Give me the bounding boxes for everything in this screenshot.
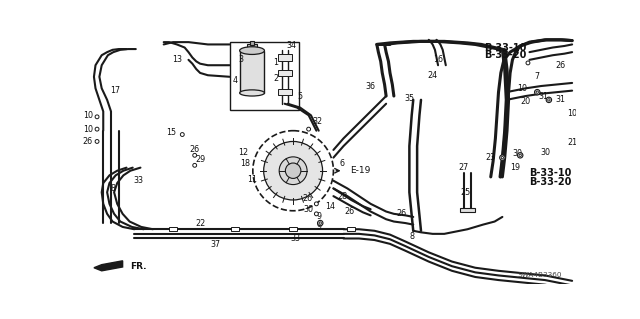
- Circle shape: [180, 133, 184, 137]
- Bar: [348, 227, 355, 231]
- Text: B-33-10: B-33-10: [529, 168, 572, 178]
- Circle shape: [548, 99, 550, 101]
- Circle shape: [279, 157, 307, 185]
- Text: 23: 23: [486, 153, 496, 162]
- Text: SWA4B3360: SWA4B3360: [518, 272, 563, 278]
- Text: 36: 36: [365, 82, 376, 91]
- Ellipse shape: [239, 90, 264, 96]
- Text: 37: 37: [211, 240, 221, 249]
- Bar: [278, 70, 292, 76]
- Bar: [289, 227, 297, 231]
- Circle shape: [526, 61, 530, 65]
- Text: 15: 15: [166, 128, 177, 137]
- Text: 9: 9: [316, 212, 321, 221]
- Circle shape: [95, 115, 99, 119]
- Circle shape: [193, 153, 196, 157]
- Text: 34: 34: [287, 41, 296, 50]
- Text: 6: 6: [339, 159, 344, 168]
- Text: 22: 22: [195, 219, 205, 227]
- Text: 2: 2: [273, 74, 278, 83]
- Text: 10: 10: [83, 125, 93, 134]
- Text: 4: 4: [232, 76, 237, 85]
- Text: FR.: FR.: [131, 263, 147, 271]
- Text: 32: 32: [312, 117, 323, 126]
- Text: 18: 18: [240, 159, 250, 167]
- Text: 33: 33: [291, 234, 300, 243]
- Text: E-19: E-19: [349, 166, 370, 175]
- Text: 11: 11: [247, 175, 257, 184]
- Text: 9: 9: [316, 222, 321, 231]
- Text: 27: 27: [458, 163, 468, 172]
- Text: 8: 8: [110, 184, 115, 193]
- Circle shape: [319, 222, 321, 224]
- Text: 30: 30: [540, 148, 550, 157]
- Text: 26: 26: [189, 145, 200, 154]
- Text: 25: 25: [461, 188, 471, 197]
- Circle shape: [307, 127, 310, 131]
- Polygon shape: [94, 261, 123, 271]
- Text: 16: 16: [433, 55, 443, 64]
- Text: 20: 20: [520, 97, 531, 106]
- Text: 1: 1: [273, 58, 278, 67]
- Circle shape: [193, 163, 196, 167]
- Circle shape: [317, 220, 323, 226]
- Circle shape: [501, 157, 504, 159]
- Circle shape: [518, 152, 523, 158]
- Circle shape: [285, 163, 301, 178]
- Text: 12: 12: [237, 148, 248, 157]
- Text: 17: 17: [110, 86, 120, 95]
- Text: 19: 19: [511, 163, 520, 172]
- Text: 5: 5: [297, 92, 302, 100]
- Text: 31: 31: [556, 95, 566, 104]
- Text: 26: 26: [556, 61, 566, 70]
- Bar: [230, 42, 300, 110]
- Circle shape: [95, 139, 99, 143]
- Text: 3: 3: [238, 55, 243, 64]
- Text: 31: 31: [538, 92, 548, 100]
- Bar: [231, 227, 239, 231]
- Text: 30: 30: [513, 149, 523, 158]
- Text: 10: 10: [83, 111, 93, 120]
- Bar: [278, 55, 292, 61]
- Text: 10: 10: [516, 84, 527, 93]
- Bar: [278, 89, 292, 95]
- Circle shape: [264, 141, 323, 200]
- Text: B-33-20: B-33-20: [529, 177, 572, 187]
- Circle shape: [546, 97, 552, 103]
- Text: 28: 28: [337, 192, 347, 201]
- Text: 26: 26: [344, 207, 355, 216]
- Text: 14: 14: [325, 202, 335, 211]
- Circle shape: [536, 91, 538, 93]
- Text: 10: 10: [567, 109, 577, 118]
- Text: 7: 7: [534, 72, 540, 81]
- Text: 33: 33: [133, 176, 143, 185]
- Text: 24: 24: [428, 71, 438, 80]
- Circle shape: [314, 202, 318, 206]
- Text: 26: 26: [302, 194, 312, 203]
- Circle shape: [95, 127, 99, 131]
- Bar: [460, 208, 476, 211]
- Bar: [248, 44, 257, 51]
- Ellipse shape: [239, 47, 264, 55]
- Bar: [250, 41, 254, 45]
- Text: 8: 8: [409, 233, 414, 241]
- Bar: [239, 51, 264, 93]
- Bar: [169, 227, 177, 231]
- Circle shape: [519, 154, 522, 157]
- Text: 30: 30: [303, 205, 314, 214]
- Text: 29: 29: [195, 155, 205, 164]
- Text: B-33-20: B-33-20: [484, 50, 527, 60]
- Circle shape: [534, 90, 540, 95]
- Text: 35: 35: [404, 94, 415, 103]
- Circle shape: [500, 155, 505, 160]
- Text: B-33-10: B-33-10: [484, 42, 527, 53]
- Circle shape: [314, 212, 318, 216]
- Text: 21: 21: [567, 138, 577, 147]
- Text: 26: 26: [83, 137, 93, 146]
- Text: 13: 13: [172, 55, 182, 64]
- Text: 26: 26: [397, 209, 406, 218]
